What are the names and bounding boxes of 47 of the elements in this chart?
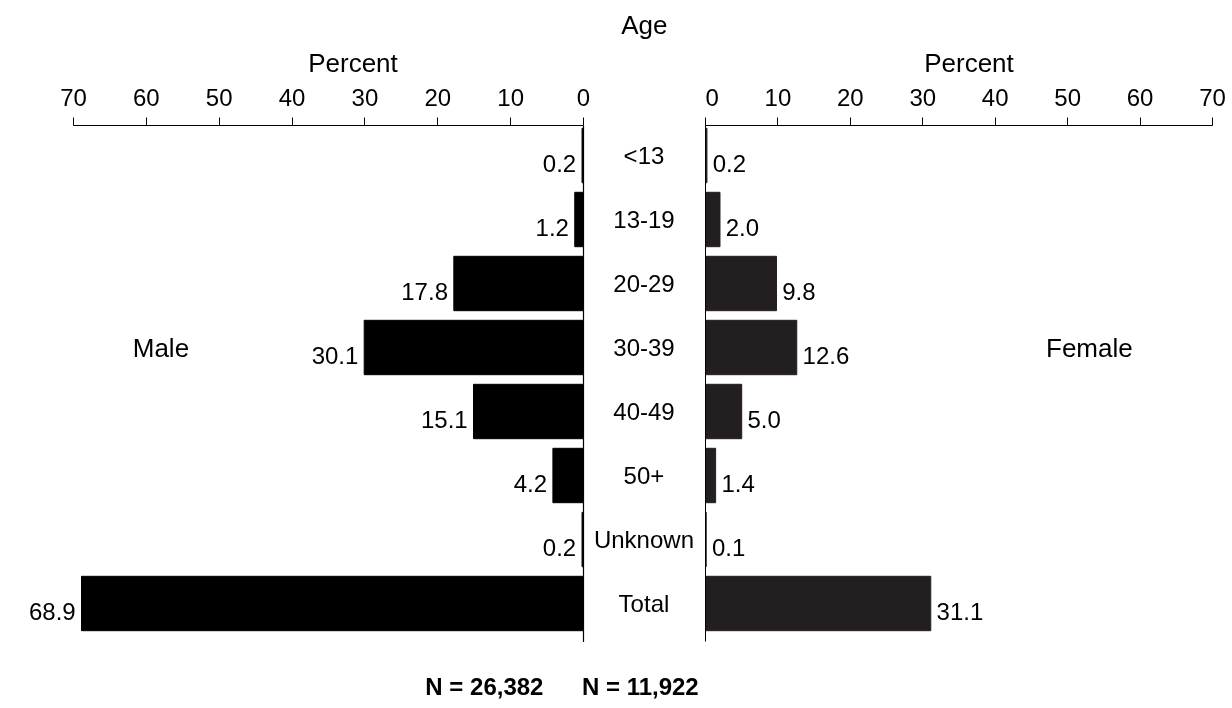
y-tick-label: Total: [618, 590, 670, 617]
x-tick-label: 10: [764, 83, 792, 111]
x-tick-label: 60: [133, 83, 160, 111]
x-tick-label: 30: [909, 83, 937, 111]
y-tick-label: <13: [623, 142, 665, 169]
x-tick-label: 40: [981, 83, 1009, 111]
data-label: 12.6: [802, 341, 850, 369]
data-label: 15.1: [420, 405, 468, 433]
y-tick-label: 20-29: [613, 270, 675, 297]
data-label: 9.8: [782, 277, 816, 305]
x-tick-label: 60: [1126, 83, 1154, 111]
x-tick-label: 50: [205, 83, 233, 111]
x-tick-label: 70: [1199, 83, 1226, 111]
data-label: 1.4: [721, 469, 755, 497]
x-tick-label: 40: [278, 83, 306, 111]
data-label: 30.1: [311, 341, 359, 369]
x-tick-label: 70: [60, 83, 87, 111]
y-tick-label: 50+: [623, 462, 665, 489]
y-tick-label: 13-19: [613, 206, 675, 233]
data-label: 31.1: [936, 597, 984, 625]
data-label: 17.8: [401, 277, 448, 305]
data-label: 0.2: [542, 149, 577, 177]
data-label: 4.2: [513, 469, 548, 497]
x-tick-label: 10: [497, 83, 524, 111]
x-axis-title: Percent: [924, 47, 1015, 78]
x-tick-label: 0: [705, 83, 719, 111]
x-tick-label: 20: [837, 83, 864, 111]
x-tick-label: 50: [1054, 83, 1081, 111]
y-tick-label: 30-39: [613, 334, 675, 361]
y-tick-label: Unknown: [593, 526, 695, 553]
x-tick-label: 30: [351, 83, 379, 111]
data-label: 0.1: [712, 533, 746, 561]
text: Female: [1046, 332, 1133, 363]
data-label: 2.0: [725, 213, 760, 241]
data-label: 68.9: [28, 597, 76, 625]
y-axis-title: Age: [621, 9, 668, 40]
data-label: 1.2: [535, 213, 569, 241]
text: Male: [132, 332, 190, 363]
x-tick-label: 0: [576, 83, 591, 111]
data-label: 0.2: [542, 533, 577, 561]
x-tick-label: 20: [424, 83, 452, 111]
data-label: 5.0: [747, 405, 781, 433]
y-tick-label: 40-49: [613, 398, 675, 425]
text: N = 26,382: [425, 673, 544, 701]
data-label: 0.2: [712, 149, 747, 177]
x-axis-title: Percent: [308, 47, 399, 78]
text: N = 11,922: [581, 673, 699, 701]
